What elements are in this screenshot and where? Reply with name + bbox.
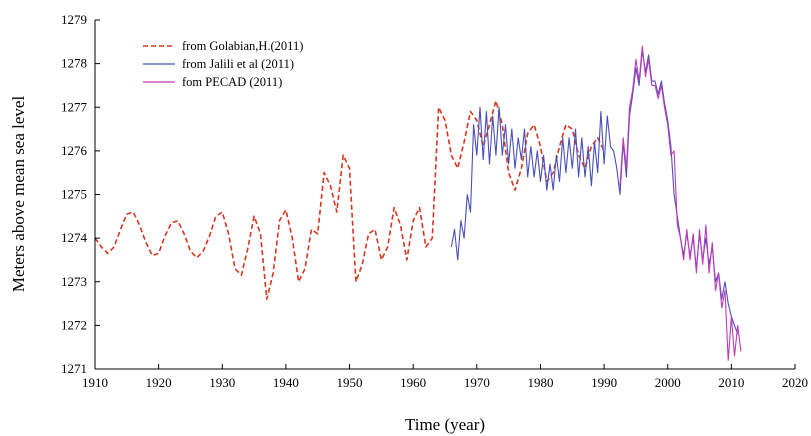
- x-tick-label: 1960: [400, 375, 426, 390]
- x-tick-label: 1990: [591, 375, 617, 390]
- y-tick-label: 1274: [61, 230, 88, 245]
- x-tick-label: 1980: [527, 375, 553, 390]
- x-tick-label: 1920: [146, 375, 172, 390]
- legend-label-3: fom PECAD (2011): [182, 75, 282, 89]
- x-tick-label: 1910: [82, 375, 108, 390]
- y-axis-label: Meters above mean sea level: [9, 96, 28, 293]
- legend: from Golabian,H.(2011) from Jalili et al …: [143, 39, 303, 89]
- y-tick-label: 1275: [61, 187, 87, 202]
- y-tick-label: 1278: [61, 56, 87, 71]
- series-line-3: [619, 45, 742, 361]
- x-axis-label: Time (year): [405, 415, 485, 434]
- legend-label-1: from Golabian,H.(2011): [182, 39, 303, 53]
- y-tick-label: 1272: [61, 317, 87, 332]
- x-tick-label: 2020: [782, 375, 808, 390]
- x-tick-label: 1950: [337, 375, 363, 390]
- series-line-2: [450, 49, 739, 335]
- x-tick-label: 2000: [655, 375, 681, 390]
- x-tick-label: 2010: [718, 375, 744, 390]
- axes: 1271 1272 1273 1274 1275 1276 1277 1278 1279 1910…: [61, 12, 808, 390]
- y-tick-label: 1273: [61, 274, 87, 289]
- y-tick-label: 1271: [61, 361, 87, 376]
- series-lines: [94, 45, 742, 361]
- x-tick-label: 1940: [273, 375, 299, 390]
- y-tick-label: 1276: [61, 143, 88, 158]
- y-tick-label: 1279: [61, 12, 87, 27]
- x-tick-label: 1930: [209, 375, 235, 390]
- series-line-1: [94, 99, 605, 300]
- y-tick-label: 1277: [61, 99, 88, 114]
- x-tick-label: 1970: [464, 375, 490, 390]
- legend-label-2: from Jalili et al (2011): [182, 57, 294, 71]
